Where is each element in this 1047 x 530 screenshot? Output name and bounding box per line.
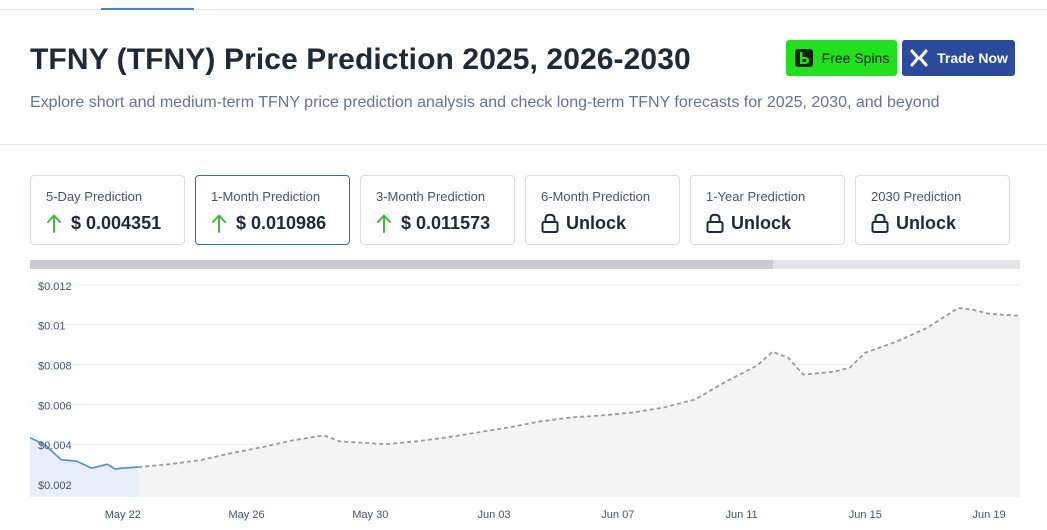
- card-6-month-prediction[interactable]: 6-Month Prediction Unlock: [525, 175, 680, 245]
- card-3-month-prediction[interactable]: 3-Month Prediction $ 0.011573: [360, 175, 515, 245]
- arrow-up-icon: [376, 213, 394, 233]
- forecast-price-line: [138, 307, 1021, 468]
- free-spins-button[interactable]: Free Spins: [786, 40, 897, 76]
- lock-icon: [706, 213, 724, 233]
- card-value: $ 0.004351: [71, 212, 162, 233]
- x-axis-ticks: May 22 May 26 May 30 Jun 03 Jun 07 Jun 11 Jun …: [105, 509, 1006, 521]
- card-value: Unlock: [896, 212, 957, 233]
- card-value-row: $ 0.011573: [376, 212, 490, 234]
- card-5-day-prediction[interactable]: 5-Day Prediction $ 0.004351: [30, 175, 185, 245]
- x-tick-label: Jun 19: [973, 509, 1006, 521]
- x-tick-label: May 22: [105, 509, 141, 521]
- card-value-row: $ 0.004351: [46, 212, 161, 234]
- historical-area: [30, 437, 139, 497]
- card-value: Unlock: [566, 212, 627, 233]
- free-spins-label: Free Spins: [821, 50, 890, 66]
- card-value-row: Unlock: [706, 212, 791, 234]
- card-label: 3-Month Prediction: [376, 189, 486, 204]
- card-1-year-prediction[interactable]: 1-Year Prediction Unlock: [690, 175, 845, 245]
- y-tick-label: $0.002: [38, 480, 72, 492]
- forecast-area: [138, 307, 1021, 497]
- card-2030-prediction[interactable]: 2030 Prediction Unlock: [855, 175, 1010, 245]
- y-tick-label: $0.004: [38, 440, 72, 452]
- arrow-up-icon: [211, 213, 229, 233]
- x-tick-label: Jun 03: [478, 509, 511, 521]
- historical-price-line: [29, 436, 139, 470]
- card-value: $ 0.011573: [401, 212, 491, 233]
- chart-scrollbar[interactable]: [30, 260, 1020, 269]
- x-tick-label: Jun 07: [601, 509, 634, 521]
- arrow-up-icon: [46, 213, 64, 233]
- card-label: 2030 Prediction: [871, 189, 962, 204]
- y-tick-label: $0.012: [38, 281, 72, 293]
- chart-scrollbar-thumb[interactable]: [30, 260, 773, 269]
- bitcasino-logo-icon: [794, 48, 814, 68]
- y-tick-label: $0.01: [38, 321, 66, 333]
- card-value: Unlock: [731, 212, 792, 233]
- page-title: TFNY (TFNY) Price Prediction 2025, 2026-…: [30, 43, 691, 76]
- top-tab-strip: [0, 0, 1047, 10]
- card-label: 1-Year Prediction: [706, 189, 806, 204]
- card-label: 6-Month Prediction: [541, 189, 651, 204]
- card-value: $ 0.010986: [236, 212, 327, 233]
- chart-lines: [29, 307, 1021, 470]
- exchange-logo-icon: [909, 48, 929, 68]
- x-tick-label: May 30: [352, 509, 388, 521]
- x-tick-label: Jun 11: [725, 509, 757, 521]
- active-tab-indicator: [101, 8, 194, 10]
- card-value-row: $ 0.010986: [211, 212, 326, 234]
- price-prediction-chart[interactable]: $0.002 $0.004 $0.006 $0.008 $0.01 $0.012 May …: [0, 270, 1047, 530]
- trade-now-button[interactable]: Trade Now: [902, 40, 1015, 76]
- lock-icon: [541, 213, 559, 233]
- y-tick-label: $0.008: [38, 361, 72, 373]
- y-axis-ticks: $0.002 $0.004 $0.006 $0.008 $0.01 $0.012: [38, 281, 72, 492]
- card-value-row: Unlock: [871, 212, 956, 234]
- x-tick-label: May 26: [229, 509, 265, 521]
- card-1-month-prediction[interactable]: 1-Month Prediction $ 0.010986: [195, 175, 350, 245]
- y-tick-label: $0.006: [38, 400, 72, 412]
- page-subtitle: Explore short and medium-term TFNY price…: [30, 94, 940, 111]
- chart-areas: [30, 307, 1021, 497]
- trade-now-label: Trade Now: [937, 50, 1008, 66]
- x-tick-label: Jun 15: [849, 509, 882, 521]
- page-header: TFNY (TFNY) Price Prediction 2025, 2026-…: [0, 10, 1047, 145]
- card-label: 5-Day Prediction: [46, 189, 143, 204]
- card-value-row: Unlock: [541, 212, 626, 234]
- card-label: 1-Month Prediction: [211, 189, 321, 204]
- lock-icon: [871, 213, 889, 233]
